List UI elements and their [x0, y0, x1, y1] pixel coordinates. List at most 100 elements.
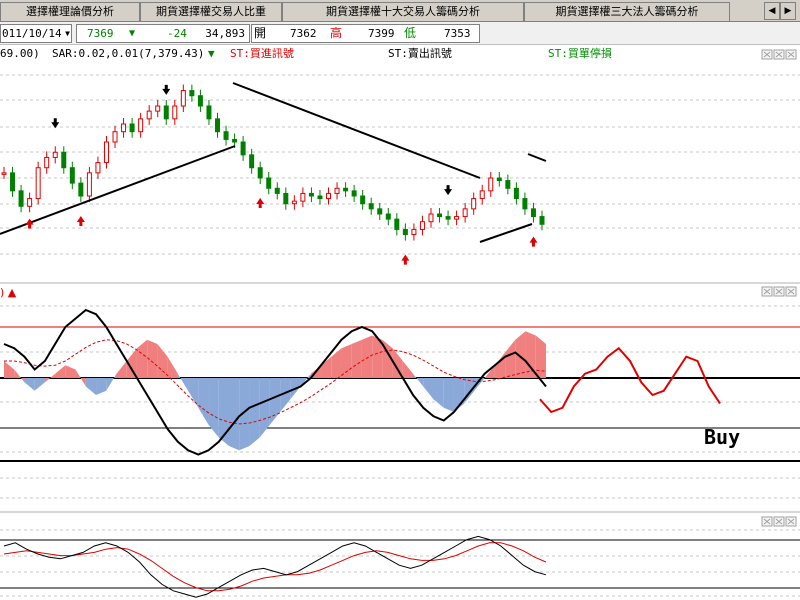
candle-body [69, 167, 75, 184]
candle-body [35, 167, 41, 200]
candle-body [274, 187, 280, 194]
candle-body [129, 123, 135, 133]
forecast-line [539, 346, 721, 414]
histogram-area [525, 331, 536, 378]
change-arrow-icon: ▼ [129, 28, 136, 39]
histogram-area [474, 378, 485, 391]
buy-signal-label: ST:買進訊號 [230, 47, 294, 60]
candle-body [103, 141, 109, 164]
tab-top-ten-traders[interactable]: 期貨選擇權十大交易人籌碼分析 [282, 2, 524, 21]
stop-loss-label: ST:買單停損 [548, 47, 612, 60]
tab-next-icon[interactable]: ▶ [780, 2, 796, 20]
candle-body [530, 208, 536, 218]
candle-body [428, 213, 434, 223]
candle-body [197, 95, 203, 107]
candle-body [27, 198, 33, 207]
histogram-area [34, 378, 45, 391]
candle-body [291, 200, 297, 205]
candle-body [471, 198, 477, 210]
candle-body [232, 138, 238, 143]
sell-arrow-icon [444, 185, 453, 196]
candle-body [513, 187, 519, 200]
histogram-area [372, 335, 383, 378]
candle-body [522, 198, 528, 210]
histogram-area [351, 339, 362, 378]
histogram-area [116, 361, 127, 378]
buy-arrow-icon [529, 236, 538, 247]
price-change: -24 [167, 27, 187, 40]
candle-body [411, 228, 417, 236]
histogram-area [269, 378, 281, 425]
histogram-area [535, 335, 546, 378]
candle-body [180, 90, 186, 107]
candle-body [368, 203, 374, 210]
histogram-area [14, 369, 25, 383]
candle-body [505, 180, 511, 189]
resistance-trendline [232, 82, 481, 179]
histogram-area [515, 331, 526, 378]
low-value: 7353 [444, 27, 471, 40]
candle-body [437, 213, 443, 218]
candle-body [112, 131, 118, 143]
histogram-area [239, 378, 250, 451]
candle-body [539, 216, 545, 225]
open-label: 開 [254, 26, 267, 40]
candle-body [1, 172, 7, 175]
date-select[interactable]: 011/10/14 ▼ [0, 24, 72, 43]
sell-arrow-icon [162, 84, 171, 95]
tab-three-institutions[interactable]: 期貨選擇權三大法人籌碼分析 [524, 2, 730, 21]
candle-body [300, 192, 306, 202]
buy-arrow-icon [25, 218, 34, 229]
candle-body [334, 187, 340, 194]
candle-body [394, 218, 400, 230]
tab-prev-icon[interactable]: ◀ [764, 2, 780, 20]
histogram-area [136, 339, 148, 378]
candle-body [283, 192, 289, 205]
candle-body [419, 221, 425, 230]
candle-body [377, 208, 383, 215]
candle-body [454, 216, 460, 220]
candle-body [266, 177, 272, 189]
histogram-area [413, 373, 424, 387]
sar-arrow-icon: ▼ [208, 47, 215, 60]
histogram-area [249, 378, 260, 446]
histogram-area [341, 344, 352, 378]
sell-arrow-icon [51, 118, 60, 129]
candle-body [172, 105, 178, 120]
histogram-area [85, 378, 97, 395]
histogram-area [361, 335, 373, 378]
support-trendline [479, 223, 533, 243]
candle-body [223, 131, 229, 140]
histogram-area [402, 361, 414, 378]
candle-body [479, 190, 485, 200]
high-value: 7399 [368, 27, 395, 40]
histogram-area [321, 356, 332, 378]
candle-body [402, 228, 408, 236]
oscillator-line [3, 308, 547, 456]
osc-panel-marker: ) ▲ [0, 286, 17, 299]
tab-theoretical-price[interactable]: 選擇權理論價分析 [0, 2, 140, 21]
candle-body [326, 192, 332, 200]
chevron-down-icon[interactable]: ▼ [65, 29, 70, 38]
histogram-area [147, 339, 158, 378]
tab-trader-ratio[interactable]: 期貨選擇權交易人比重 [140, 2, 282, 21]
buy-annotation: Buy [704, 425, 740, 449]
buy-arrow-icon [256, 198, 265, 208]
histogram-area [24, 378, 35, 391]
candle-body [138, 118, 144, 133]
candle-body [155, 105, 161, 112]
buy-arrow-icon [76, 216, 85, 226]
histogram-area [464, 378, 475, 404]
histogram-area [106, 373, 117, 391]
histogram-area [167, 356, 178, 378]
candle-body [496, 177, 502, 182]
ma-value: 69.00) [0, 47, 40, 60]
candle-body [351, 190, 357, 197]
histogram-area [218, 378, 229, 446]
histogram-area [423, 378, 434, 400]
histogram-area [392, 348, 403, 378]
candle-body [163, 105, 169, 120]
histogram-area [433, 378, 444, 408]
histogram-area [228, 378, 240, 451]
